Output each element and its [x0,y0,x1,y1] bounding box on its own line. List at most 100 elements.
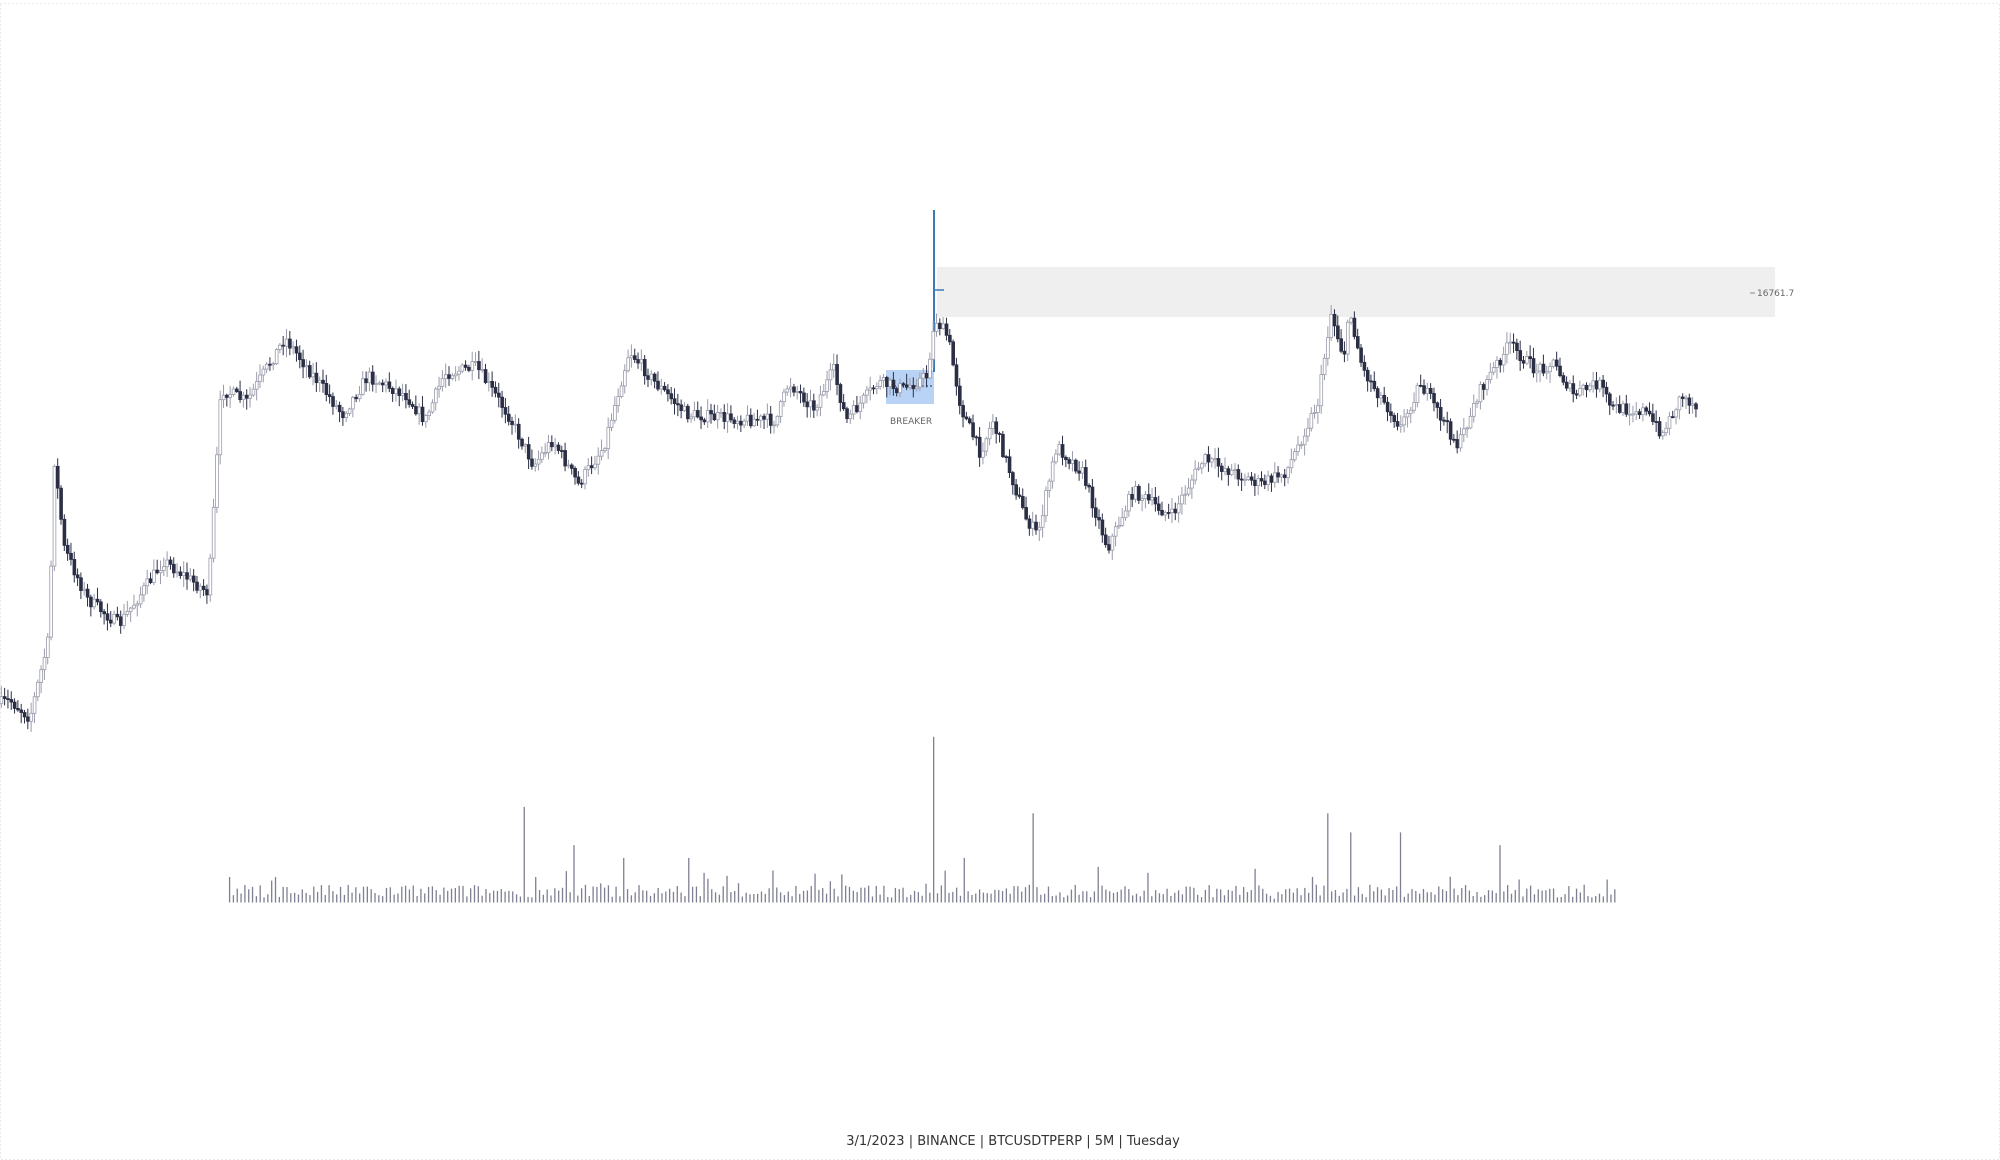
candle-body [205,589,209,596]
candle-body [1359,347,1363,363]
candle-body [168,559,173,565]
candle-body [258,374,262,382]
candle-body [1256,478,1261,486]
candle-body [1137,485,1141,501]
candle-body [977,436,982,458]
candle-body [709,410,713,415]
candle-body [301,359,305,368]
candle-body [831,364,836,371]
candle-body [510,420,514,426]
candle-body [616,396,621,406]
candle-body [958,385,962,406]
candle-body [1130,494,1135,500]
candles-group [0,305,1698,732]
candle-body [1455,439,1460,449]
candle-body [782,391,786,403]
candle-body [1379,394,1383,399]
candle-body [1415,384,1420,403]
candle-body [152,569,156,583]
candle-body [520,438,524,447]
candle-body [1617,404,1622,413]
candle-body [251,388,256,396]
candle-body [689,416,693,420]
candle-body [788,386,793,390]
candle-body [1077,470,1082,474]
candle-body [1690,403,1695,406]
candle-body [828,369,833,381]
candle-body [553,444,558,448]
candle-body [19,709,24,713]
candle-body [692,410,697,418]
candle-body [513,423,518,426]
candle-body [1448,421,1453,440]
candle-body [357,393,362,400]
candle-body [1223,468,1227,472]
candle-body [211,506,216,559]
candle-body [918,377,922,388]
candle-body [745,414,750,422]
candle-body [785,388,790,393]
candle-body [1472,402,1476,417]
candle-body [480,369,485,371]
candle-body [1196,467,1201,470]
candle-body [377,382,382,385]
candle-body [1458,434,1463,449]
candle-body [470,361,475,371]
candle-body [1283,474,1287,479]
candle-body [599,450,604,457]
candle-body [606,427,611,450]
candle-body [42,656,47,671]
candle-body [815,406,820,411]
candle-body [308,365,312,378]
candle-body [1521,360,1526,364]
candle-body [560,450,564,452]
candle-body [99,601,103,613]
candle-body [304,365,309,368]
candle-body [543,452,548,454]
candle-body [749,414,753,427]
candle-body [178,571,183,576]
candle-body [904,384,909,388]
candle-body [702,419,707,423]
candle-body [1067,459,1072,464]
candle-body [181,572,186,576]
candle-body [778,401,783,417]
candle-body [1558,365,1562,377]
candle-body [871,387,876,390]
candle-body [666,389,670,395]
candle-body [901,383,906,386]
candle-body [1445,420,1450,423]
candle-body [967,418,972,424]
candle-body [65,544,70,554]
candle-body [1133,485,1138,500]
candle-body [1030,521,1035,529]
candle-body [1651,413,1655,422]
candle-body [1246,476,1251,480]
candle-body [1601,379,1605,388]
candle-body [715,412,720,421]
candle-body [699,416,703,421]
candle-body [1644,407,1649,412]
candle-body [1568,383,1572,389]
candle-body [1090,486,1095,509]
candle-body [1677,396,1682,411]
candle-body [669,393,674,400]
candle-body [765,413,770,420]
candle-body [1578,388,1582,396]
candle-body [752,418,757,427]
candle-body [278,344,282,350]
candle-body [1442,419,1446,422]
candle-body [29,712,34,722]
candle-body [550,442,554,448]
candle-body [1011,472,1015,486]
candle-body [1392,415,1397,422]
candle-body [586,465,591,471]
candle-body [865,389,869,396]
candle-body [775,416,780,426]
candle-body [1332,313,1337,327]
candle-body [875,386,879,390]
candle-body [1515,342,1519,351]
candle-body [961,405,965,418]
candle-body [1352,317,1357,337]
candle-body [1637,411,1642,416]
